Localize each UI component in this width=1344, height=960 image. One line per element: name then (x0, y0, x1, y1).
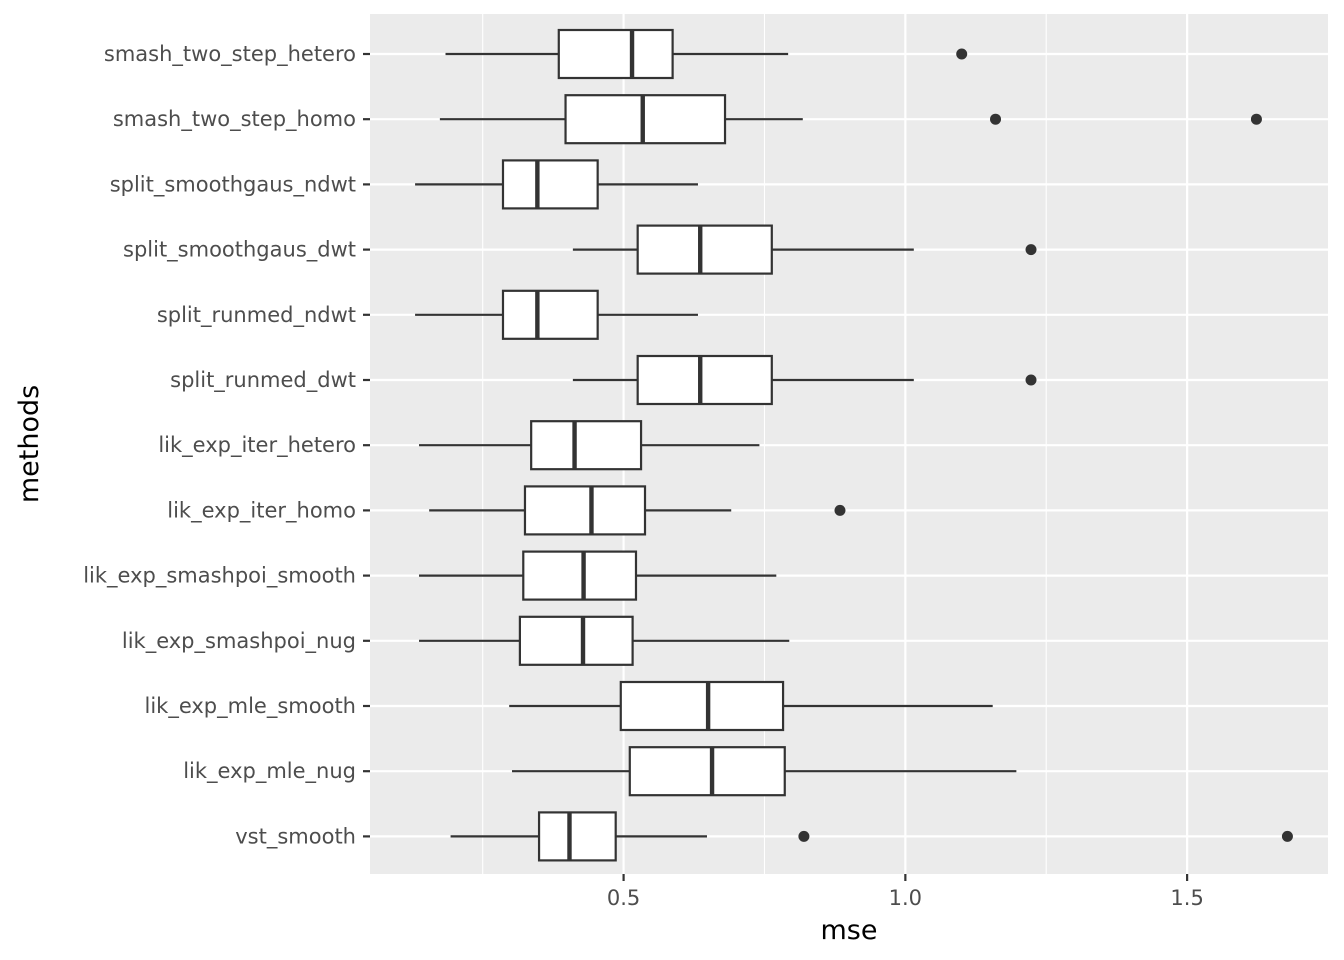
y-tick-label: split_runmed_dwt (170, 368, 356, 393)
x-tick-label: 1.0 (889, 886, 922, 910)
x-axis: 0.5 1.0 1.5 (607, 874, 1204, 910)
outlier-point (1281, 830, 1293, 842)
y-tick-label: lik_exp_mle_nug (183, 759, 356, 784)
outlier-point (1250, 113, 1262, 125)
x-axis-title: mse (821, 915, 878, 946)
y-tick-label: lik_exp_mle_smooth (145, 694, 357, 719)
y-tick-label: smash_two_step_homo (113, 107, 356, 132)
outlier-point (834, 504, 846, 516)
outlier-point (1025, 244, 1037, 256)
panel-background (370, 14, 1328, 874)
box-group-lik_exp_mle_nug (512, 746, 1017, 797)
y-tick-label: vst_smooth (235, 824, 356, 849)
interquartile-box (557, 28, 674, 80)
interquartile-box (501, 159, 599, 210)
box-series (415, 28, 1293, 862)
y-tick-label: lik_exp_iter_homo (167, 498, 356, 523)
box-group-split_smoothgaus_ndwt (415, 159, 698, 210)
box-group-lik_exp_smashpoi_nug (419, 615, 790, 666)
y-tick-label: split_smoothgaus_dwt (123, 238, 356, 263)
box-group-split_runmed_ndwt (415, 289, 698, 340)
interquartile-box (523, 485, 647, 536)
interquartile-box (628, 746, 786, 797)
box-group-split_runmed_dwt (572, 354, 1037, 406)
interquartile-box (636, 224, 773, 275)
y-tick-label: lik_exp_smashpoi_nug (122, 629, 356, 654)
box-group-lik_exp_iter_homo (429, 485, 846, 536)
y-tick-label: split_runmed_ndwt (157, 303, 356, 328)
x-tick-label: 1.5 (1170, 886, 1203, 910)
outlier-point (1025, 374, 1037, 386)
y-tick-label: lik_exp_iter_hetero (158, 433, 356, 458)
y-axis-title: methods (14, 385, 45, 503)
y-tick-label: smash_two_step_hetero (104, 42, 356, 67)
interquartile-box (537, 811, 617, 862)
box-group-lik_exp_iter_hetero (419, 420, 760, 471)
outlier-point (990, 113, 1002, 125)
interquartile-box (564, 94, 727, 145)
y-tick-label: split_smoothgaus_ndwt (110, 172, 356, 197)
interquartile-box (636, 354, 773, 406)
box-group-smash_two_step_hetero (445, 28, 968, 80)
box-group-vst_smooth (450, 811, 1293, 862)
box-group-lik_exp_mle_smooth (509, 680, 993, 732)
y-axis: smash_two_step_hetero smash_two_step_homo… (83, 42, 370, 849)
outlier-point (956, 48, 968, 60)
y-tick-label: lik_exp_smashpoi_smooth (83, 564, 356, 589)
interquartile-box (530, 420, 643, 471)
outlier-point (798, 830, 810, 842)
box-group-lik_exp_smashpoi_smooth (419, 550, 777, 601)
box-group-split_smoothgaus_dwt (572, 224, 1037, 275)
interquartile-box (522, 550, 638, 601)
interquartile-box (518, 615, 634, 666)
interquartile-box (501, 289, 599, 340)
interquartile-box (619, 680, 785, 732)
x-tick-label: 0.5 (607, 886, 640, 910)
box-group-smash_two_step_homo (439, 94, 1262, 145)
